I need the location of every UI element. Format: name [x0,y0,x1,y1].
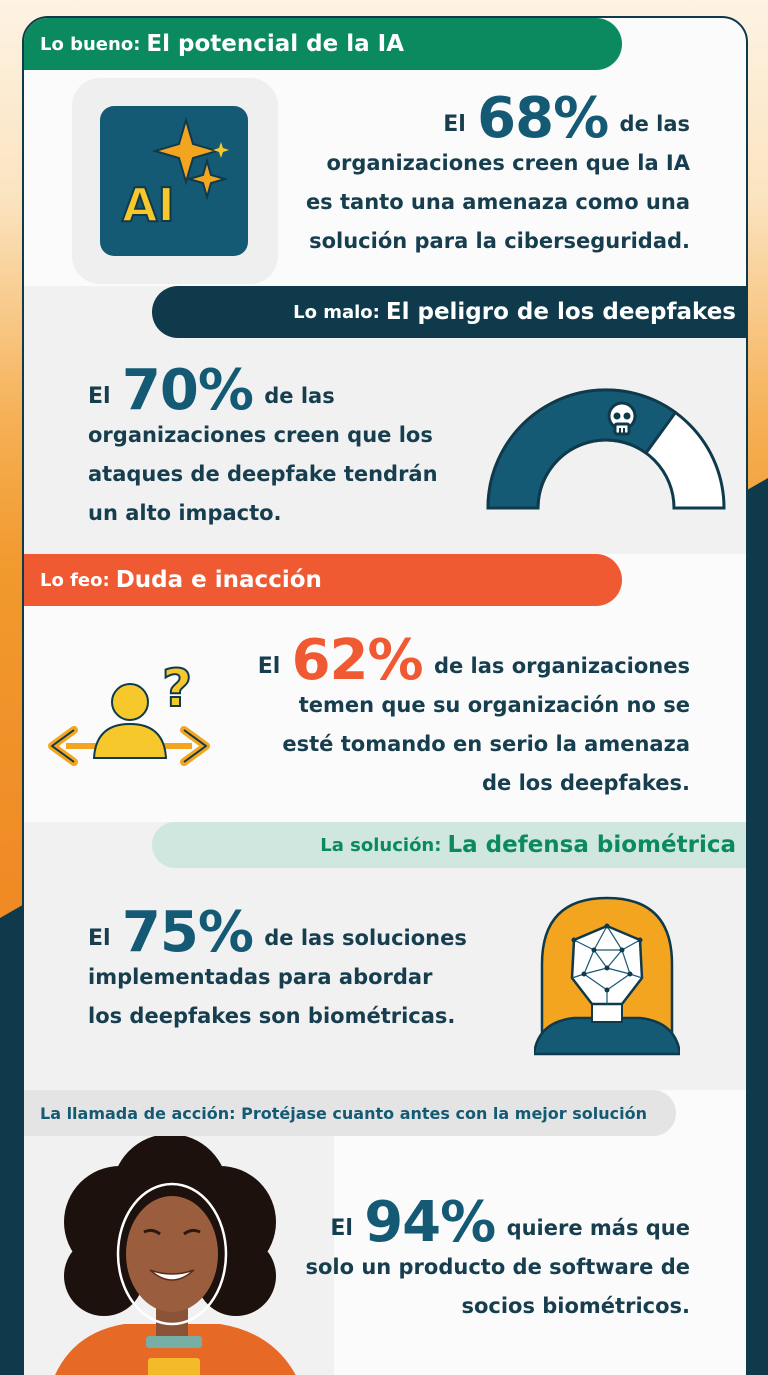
stat-line: ataques de deepfake tendrán [88,462,438,486]
stat-solution: El 75% de las soluciones implementadas p… [88,905,508,1036]
stat-line: solución para la ciberseguridad. [309,229,690,253]
svg-text:?: ? [162,659,192,719]
woman-face-scan-photo [24,1136,334,1375]
label-big: El potencial de la IA [146,31,404,57]
stat-line: organizaciones creen que los [88,423,433,447]
section-label-ugly: Lo feo: Duda e inacción [24,554,622,606]
stat-line: socios biométricos. [461,1294,690,1318]
stat-line: temen que su organización no se [298,693,690,717]
section-label-good: Lo bueno: El potencial de la IA [24,18,622,70]
stat-ugly: El 62% de las organizaciones temen que s… [220,633,690,803]
stat-prefix: El [443,112,466,137]
stat-line: de los deepfakes. [481,771,690,795]
stat-line: es tanto una amenaza como una [305,190,690,214]
label-big: Duda e inacción [115,567,322,593]
stat-line: solo un producto de software de [305,1255,690,1279]
stat-cta: El 94% quiere más que solo un producto d… [270,1195,690,1326]
stat-suffix: de las soluciones [264,926,467,950]
label-small: Lo bueno: [40,33,141,55]
stat-value: 70% [121,358,254,423]
ai-icon-frame: AI [72,78,278,284]
stat-line: esté tomando en serio la amenaza [282,732,690,756]
stat-suffix: de las [264,384,335,408]
stat-prefix: El [88,384,111,409]
stat-suffix: de las organizaciones [433,654,690,678]
stat-suffix: quiere más que [506,1216,690,1240]
stat-good: El 68% de las organizaciones creen que l… [250,91,690,261]
stat-line: implementadas para abordar [88,965,433,989]
face-scan-icon [532,894,682,1056]
stat-prefix: El [257,654,281,679]
ai-icon-text: AI [121,177,176,233]
section-label-solution: La solución: La defensa biométrica [152,822,746,868]
section-ugly: Lo feo: Duda e inacción ? El 62% de las … [24,554,746,822]
section-good: Lo bueno: El potencial de la IA AI El 68… [24,18,746,286]
stat-value: 94% [364,1190,496,1255]
section-label-cta: La llamada de acción: Protéjase cuanto a… [24,1090,676,1136]
infographic-card: Lo bueno: El potencial de la IA AI El 68… [22,16,748,1375]
ai-sparkle-icon: AI [100,106,248,256]
stat-prefix: El [330,1216,353,1241]
confused-person-arrows-icon: ? [46,654,212,774]
skull-gauge-icon [484,386,728,516]
stat-line: un alto impacto. [88,501,282,525]
section-bad: Lo malo: El peligro de los deepfakes El … [24,286,746,554]
stat-value: 62% [291,628,424,693]
section-solution: La solución: La defensa biométrica El 75… [24,822,746,1090]
label-small: Lo malo: [293,301,380,323]
skull-icon [607,401,637,436]
stat-value: 68% [477,86,609,151]
stat-value: 75% [121,900,254,965]
label-big: La defensa biométrica [447,832,736,858]
stat-line: organizaciones creen que la IA [326,151,690,175]
label-text: La llamada de acción: Protéjase cuanto a… [40,1103,647,1123]
stat-line: los deepfakes son biométricas. [88,1004,456,1028]
stat-bad: El 70% de las organizaciones creen que l… [88,363,468,533]
stat-prefix: El [88,926,111,951]
label-big: El peligro de los deepfakes [385,299,736,325]
label-small: Lo feo: [40,569,110,591]
label-small: La solución: [320,834,442,856]
section-call-to-action: La llamada de acción: Protéjase cuanto a… [24,1090,746,1375]
section-label-bad: Lo malo: El peligro de los deepfakes [152,286,746,338]
stat-suffix: de las [619,112,690,136]
